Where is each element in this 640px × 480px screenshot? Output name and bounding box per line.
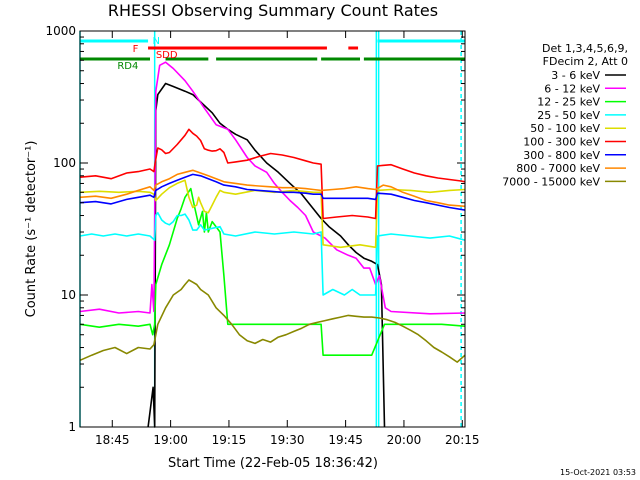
x-tick-label: 19:15 — [212, 433, 247, 447]
sdd-flag-label: SDD — [156, 50, 178, 61]
series-line-5 — [79, 128, 466, 220]
night-flag-label: N — [152, 36, 159, 47]
spacecraft-night-boundaries — [79, 31, 462, 427]
y-tick-label: 100 — [53, 156, 76, 170]
y-tick-label: 1 — [68, 420, 76, 434]
legend-entry-label: 800 - 7000 keV — [516, 162, 600, 175]
series-line-7 — [79, 169, 466, 208]
plot-frame — [79, 30, 466, 428]
flare-flag-label: F — [133, 44, 139, 55]
legend-entry-label: 50 - 100 keV — [530, 122, 600, 135]
legend-header-line-2: FDecim 2, Att 0 — [543, 55, 628, 68]
legend-entry-label: 100 - 300 keV — [523, 136, 600, 149]
series-line-4 — [79, 179, 466, 249]
series-line-1 — [79, 61, 466, 315]
x-tick-label: 19:00 — [153, 433, 188, 447]
series-line-3 — [79, 211, 466, 296]
y-axis-label: Count Rate (s⁻¹ detector⁻¹) — [24, 141, 39, 318]
series-line-6 — [79, 173, 466, 211]
timestamp: 15-Oct-2021 03:53 — [560, 468, 636, 477]
axis-ticks: 18:45 19:00 19:15 19:30 19:45 20:00 20:15 1 10 10… — [45, 24, 479, 447]
series-layer — [79, 61, 466, 428]
series-line-8 — [79, 279, 466, 363]
x-axis-label: Start Time (22-Feb-05 18:36:42) — [168, 456, 378, 471]
x-tick-label: 18:45 — [95, 433, 130, 447]
legend-entry-label: 3 - 6 keV — [551, 69, 600, 82]
legend-entry-label: 300 - 800 keV — [523, 149, 600, 162]
series-line-2 — [79, 187, 466, 356]
x-tick-label: 19:45 — [328, 433, 363, 447]
legend-entry-label: 6 - 12 keV — [544, 82, 600, 95]
y-tick-label: 10 — [61, 288, 76, 302]
x-tick-label: 20:00 — [387, 433, 422, 447]
y-tick-label: 1000 — [45, 24, 76, 38]
rd4-flag-label: RD4 — [117, 61, 138, 72]
legend: Det 1,3,4,5,6,9, FDecim 2, Att 0 3 - 6 k… — [502, 42, 628, 188]
x-tick-label: 20:15 — [445, 433, 480, 447]
legend-entry-label: 25 - 50 keV — [537, 109, 600, 122]
legend-entry-label: 7000 - 15000 keV — [502, 175, 600, 188]
status-flags: N F SDD RD4 — [80, 36, 465, 72]
legend-entry-label: 12 - 25 keV — [537, 96, 600, 109]
chart-title: RHESSI Observing Summary Count Rates — [108, 1, 438, 20]
series-line-0 — [147, 82, 386, 428]
legend-header-line-1: Det 1,3,4,5,6,9, — [542, 42, 628, 55]
x-tick-label: 19:30 — [270, 433, 305, 447]
